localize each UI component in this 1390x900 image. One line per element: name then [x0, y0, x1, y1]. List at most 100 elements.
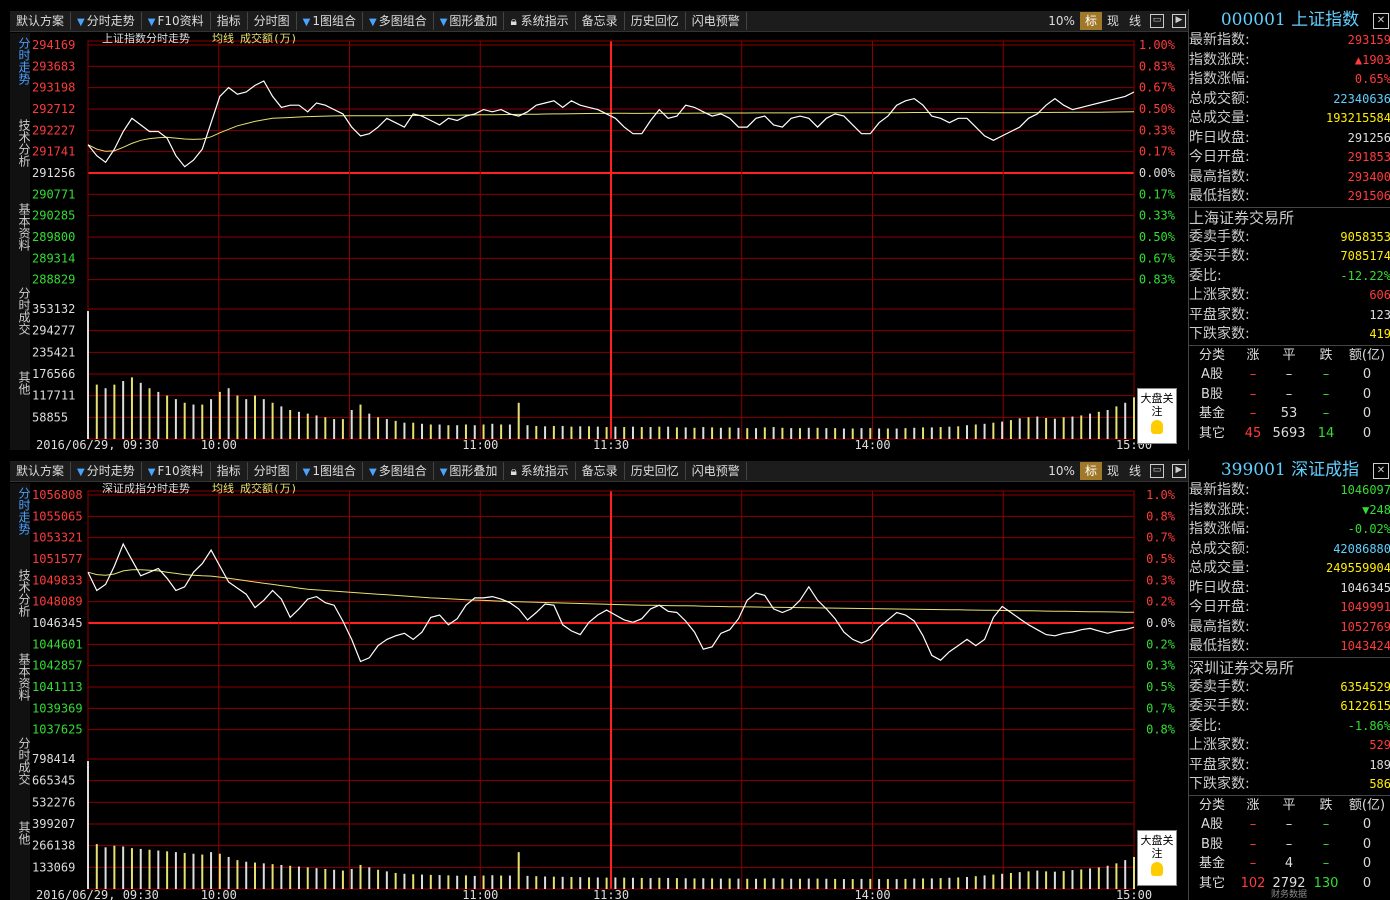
stat-row: 下跌家数: 586 [1189, 775, 1390, 795]
volume-tick-label: 266138 [32, 839, 75, 853]
stat-label: 昨日收盘: [1189, 579, 1250, 596]
tb-default-scheme[interactable]: 默认方案 [10, 12, 72, 30]
tb-now[interactable]: 现 [1106, 14, 1119, 28]
stat-label: 委买手数: [1189, 698, 1250, 714]
tb-default-scheme[interactable]: 默认方案 [10, 462, 72, 480]
table-cell: 0 [1362, 856, 1372, 871]
vtab-technical[interactable]: 技术分析 [17, 119, 31, 167]
tb-intraday[interactable]: ▼ 分时走势 [71, 462, 142, 480]
pct-tick-label: 0.3% [1146, 659, 1176, 673]
tb-f10[interactable]: ▼ F10资料 [142, 12, 211, 30]
vtab-other[interactable]: 其他 [17, 371, 31, 395]
tb-overlay[interactable]: ▼ 图形叠加 [434, 462, 505, 480]
volume-legend: 成交额(万) [240, 33, 297, 45]
stat-value: 606 [1369, 288, 1390, 302]
time-tick-label: 11:30 [593, 888, 629, 900]
tb-memo[interactable]: 备忘录 [576, 12, 625, 30]
pct-tick-label: 0.0% [1146, 616, 1176, 630]
vtab-trades[interactable]: 分时成交 [17, 737, 31, 785]
tb-overlay-label: 图形叠加 [449, 464, 498, 478]
vtab-intraday[interactable]: 分时走势 [17, 37, 31, 85]
window-icon[interactable]: ▭ [1150, 464, 1164, 478]
tb-now[interactable]: 现 [1106, 464, 1119, 478]
vtab-trades[interactable]: 分时成交 [17, 287, 31, 335]
toolbar: 默认方案 ▼ 分时走势 ▼ F10资料 指标 分时图 ▼ 1图组合 ▼ 多图组合 ▼ 图形… [10, 11, 1190, 32]
dropdown-arrow-icon: ▼ [77, 17, 85, 28]
stat-label: 最新指数: [1189, 32, 1250, 48]
tb-line[interactable]: 线 [1128, 14, 1141, 28]
intraday-chart-shanghai[interactable]: 294169 1.00% 293683 0.83% 293198 0.67% 292712 0… [30, 33, 1188, 450]
dapan-focus-button[interactable]: 大盘关注 [1137, 830, 1177, 886]
tb-mark[interactable]: 标 [1079, 12, 1102, 30]
play-icon[interactable]: ▶ [1172, 464, 1186, 478]
stat-row: 委卖手数: 9058353 [1189, 228, 1390, 248]
plot-frame [87, 40, 1135, 440]
table-cell: 102 [1240, 875, 1266, 891]
vtab-technical[interactable]: 技术分析 [17, 569, 31, 617]
tb-alert[interactable]: 闪电预警 [686, 462, 747, 480]
tb-scale-10[interactable]: 10% [1048, 14, 1075, 28]
tb-memo[interactable]: 备忘录 [576, 462, 625, 480]
table-cell: – [1285, 367, 1293, 382]
stat-value: 1046097 [1340, 483, 1390, 497]
tb-indicator[interactable]: 指标 [211, 462, 248, 480]
tb-mark[interactable]: 标 [1079, 462, 1102, 480]
tb-scale-10[interactable]: 10% [1048, 464, 1075, 478]
tb-one-combo[interactable]: ▼ 1图组合 [297, 462, 363, 480]
tb-multi-combo[interactable]: ▼ 多图组合 [363, 12, 434, 30]
stat-label: 上涨家数: [1189, 737, 1250, 753]
table-cell: 4 [1284, 856, 1294, 871]
tb-multi-combo[interactable]: ▼ 多图组合 [363, 462, 434, 480]
vtab-other[interactable]: 其他 [17, 821, 31, 845]
stat-row: 委卖手数: 6354529 [1189, 678, 1390, 698]
price-tick-label: 1056808 [32, 488, 83, 502]
dapan-focus-button[interactable]: 大盘关注 [1137, 388, 1177, 444]
vtab-fundamental[interactable]: 基本资料 [17, 653, 31, 701]
stat-row: 最低指数: 1043424 [1189, 637, 1390, 657]
tb-alert[interactable]: 闪电预警 [686, 12, 747, 30]
pct-tick-label: 0.50% [1139, 230, 1176, 244]
pct-tick-label: 0.3% [1146, 573, 1176, 587]
dropdown-arrow-icon: ▼ [369, 17, 377, 28]
avg-line [87, 569, 1135, 613]
table-cell: 分类 [1198, 797, 1225, 813]
tb-indicator[interactable]: 指标 [211, 12, 248, 30]
play-icon[interactable]: ▶ [1172, 14, 1186, 28]
close-icon[interactable]: ✕ [1373, 463, 1389, 479]
tb-history[interactable]: 历史回忆 [625, 12, 686, 30]
footer-financial-data[interactable]: 财务数据 [1270, 890, 1307, 900]
table-header: 分类 涨 平 跌额(亿) [1189, 796, 1390, 816]
tb-system-indicator[interactable]: 🔒︎ 系统指示 [504, 462, 576, 480]
time-tick-label: 2016/06/29, 09:30 [36, 888, 159, 900]
tb-line[interactable]: 线 [1128, 464, 1141, 478]
table-cell: 跌 [1319, 797, 1333, 813]
vtab-fundamental[interactable]: 基本资料 [17, 203, 31, 251]
tb-one-combo[interactable]: ▼ 1图组合 [297, 12, 363, 30]
chart-background [30, 33, 1188, 450]
pct-tick-label: 0.7% [1146, 701, 1176, 715]
tb-history[interactable]: 历史回忆 [625, 462, 686, 480]
window-icon[interactable]: ▭ [1150, 14, 1164, 28]
tb-intraday-chart[interactable]: 分时图 [248, 462, 297, 480]
price-tick-label: 294169 [32, 38, 75, 52]
vtab-intraday[interactable]: 分时走势 [17, 487, 31, 535]
tb-f10[interactable]: ▼ F10资料 [142, 462, 211, 480]
volume-legend: 成交额(万) [240, 483, 297, 495]
tb-intraday-chart[interactable]: 分时图 [248, 12, 297, 30]
table-cell: 0 [1362, 425, 1372, 441]
vertical-tabs: 分时走势 技术分析 基本资料 分时成交 其他 [10, 483, 31, 900]
close-icon[interactable]: ✕ [1373, 13, 1389, 29]
stat-label: 昨日收盘: [1189, 129, 1250, 146]
tb-overlay[interactable]: ▼ 图形叠加 [434, 12, 505, 30]
stat-row: 委比: -1.86% [1189, 717, 1390, 737]
stat-value: 42086880 [1333, 541, 1390, 556]
intraday-chart-shenzhen[interactable]: 1056808 1.0% 1055065 0.8% 1053321 0.7% 1051577… [30, 483, 1188, 900]
time-tick-label: 11:30 [593, 438, 629, 450]
volume-tick-label: 117711 [32, 389, 75, 403]
table-cell: – [1249, 836, 1257, 852]
tb-intraday[interactable]: ▼ 分时走势 [71, 12, 142, 30]
tb-intraday-label: 分时走势 [86, 464, 135, 478]
time-tick-label: 14:00 [854, 888, 890, 900]
tb-system-indicator[interactable]: 🔒︎ 系统指示 [504, 12, 576, 30]
stat-label: 最高指数: [1189, 168, 1250, 185]
